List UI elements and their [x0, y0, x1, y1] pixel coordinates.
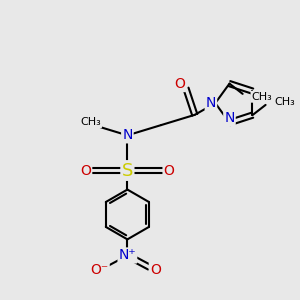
Text: N: N [206, 96, 216, 110]
Text: O: O [150, 263, 161, 277]
Text: CH₃: CH₃ [251, 92, 272, 102]
Text: N: N [122, 128, 133, 142]
Text: CH₃: CH₃ [80, 117, 101, 127]
Text: N: N [224, 111, 235, 125]
Text: S: S [122, 161, 133, 179]
Text: O: O [174, 77, 185, 91]
Text: O: O [164, 164, 174, 178]
Text: CH₃: CH₃ [274, 97, 295, 107]
Text: O⁻: O⁻ [90, 263, 109, 277]
Text: O: O [80, 164, 91, 178]
Text: N⁺: N⁺ [118, 248, 136, 262]
